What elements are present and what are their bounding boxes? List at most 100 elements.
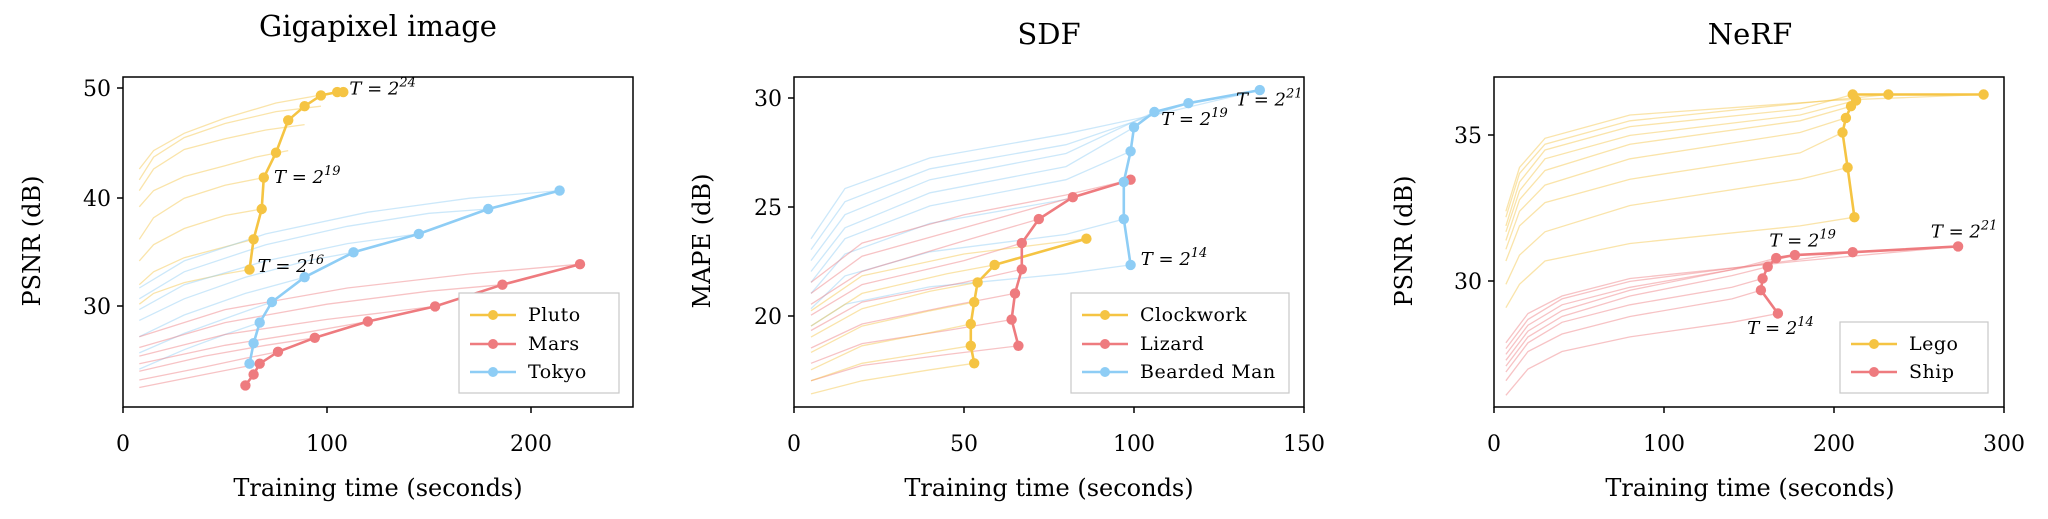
faint-curve xyxy=(810,264,1131,327)
x-ticks: 0 100 200 300 xyxy=(1487,407,2025,457)
legend-marker xyxy=(1100,339,1110,349)
faint-curve xyxy=(810,89,1260,240)
x-tick-label: 100 xyxy=(306,432,348,457)
faint-curve xyxy=(1505,117,1847,250)
faint-curve xyxy=(810,242,1022,316)
faint-curve xyxy=(1505,93,1853,227)
faint-curve xyxy=(810,362,975,395)
legend-item-ship: Ship xyxy=(1851,361,1954,383)
faint-curve xyxy=(810,281,978,338)
faint-curve xyxy=(810,126,1135,272)
faint-curve xyxy=(1505,216,1855,309)
data-point-tokyo xyxy=(554,185,565,196)
data-point-bearded-man xyxy=(1254,84,1266,96)
faint-curve xyxy=(138,268,250,305)
data-point-mars xyxy=(574,259,586,270)
faint-curve xyxy=(1505,166,1848,285)
data-point-ship xyxy=(1762,261,1773,272)
x-tick-label: 300 xyxy=(1983,432,2025,457)
data-point-ship xyxy=(1789,249,1801,261)
data-point-tokyo xyxy=(483,203,494,215)
faint-curve xyxy=(1505,105,1852,241)
panel-title: Gigapixel image xyxy=(259,9,497,43)
data-point-tokyo xyxy=(248,338,259,349)
legend-label: Lizard xyxy=(1140,333,1204,355)
faint-curve xyxy=(138,238,254,286)
x-tick-label: 150 xyxy=(1283,432,1325,457)
data-point-lego xyxy=(1849,212,1860,223)
y-ticks: 20 25 30 xyxy=(754,87,794,330)
data-point-mars xyxy=(362,316,373,327)
faint-curve xyxy=(1505,289,1762,382)
faint-curve xyxy=(138,105,321,181)
faint-curve xyxy=(1505,245,1959,344)
data-point-pluto xyxy=(258,172,269,183)
data-point-bearded-man xyxy=(1118,176,1130,188)
series-line-clockwork xyxy=(969,237,1087,364)
faint-curves xyxy=(138,91,581,389)
legend-marker xyxy=(488,310,498,320)
annotations: T = 224 T = 219 T = 216 xyxy=(258,75,416,276)
x-tick-label: 100 xyxy=(1113,432,1155,457)
data-point-tokyo xyxy=(254,317,265,328)
y-tick-label: 50 xyxy=(83,77,111,102)
faint-curve xyxy=(1505,251,1853,349)
y-tick-label: 25 xyxy=(754,196,782,221)
faint-curve xyxy=(810,323,971,371)
data-point-clockwork xyxy=(1081,233,1092,244)
faint-curve xyxy=(138,123,305,191)
data-point-lizard xyxy=(1013,340,1024,351)
data-point-ship xyxy=(1755,285,1767,296)
panel-gigapixel: Gigapixel image Training time (seconds) … xyxy=(18,9,634,502)
legend-label: Lego xyxy=(1909,333,1958,355)
faint-curves xyxy=(810,89,1260,395)
data-point-pluto xyxy=(244,264,255,275)
faint-curve xyxy=(138,91,338,170)
y-axis-label: MAPE (dB) xyxy=(688,174,716,309)
data-point-mars xyxy=(497,279,508,290)
data-point-mars xyxy=(272,346,284,357)
legend-label: Pluto xyxy=(528,304,581,326)
faint-curve xyxy=(810,318,1012,364)
annotation-label: T = 214 xyxy=(1141,246,1208,270)
data-point-pluto xyxy=(248,234,259,245)
data-point-mars xyxy=(248,369,259,380)
x-tick-label: 0 xyxy=(116,432,130,457)
y-tick-label: 40 xyxy=(83,187,111,212)
y-ticks: 30 40 50 xyxy=(83,77,123,320)
faint-curve xyxy=(139,251,354,321)
data-point-bearded-man xyxy=(1149,106,1160,118)
annotation-label: T = 219 xyxy=(1161,106,1228,130)
legend-item-pluto: Pluto xyxy=(470,304,581,326)
data-point-clockwork xyxy=(965,340,976,351)
annotation-label: T = 221 xyxy=(1236,86,1303,110)
faint-curve xyxy=(1505,99,1857,233)
legend-label: Tokyo xyxy=(528,361,587,383)
data-point-mars xyxy=(429,301,441,312)
data-point-pluto xyxy=(270,147,282,158)
data-point-tokyo xyxy=(266,296,278,308)
panel-nerf: NeRF Training time (seconds) PSNR (dB) T… xyxy=(1390,17,2025,502)
plot-frame xyxy=(793,76,1305,408)
legend-marker xyxy=(1100,310,1110,320)
data-point-lizard xyxy=(1009,288,1021,299)
legend-label: Mars xyxy=(528,333,580,355)
x-ticks: 0 100 200 xyxy=(116,407,552,457)
data-point-clockwork xyxy=(972,277,983,288)
x-tick-label: 50 xyxy=(950,432,978,457)
x-axis-label: Training time (seconds) xyxy=(233,474,522,502)
faint-curve xyxy=(1505,277,1763,373)
data-point-bearded-man xyxy=(1125,146,1136,157)
x-axis-label: Training time (seconds) xyxy=(904,474,1193,502)
data-point-ship xyxy=(1771,252,1782,264)
data-point-lego xyxy=(1883,89,1894,100)
faint-curve xyxy=(139,263,581,338)
x-ticks: 0 50 100 150 xyxy=(787,407,1325,457)
legend: Lego Ship xyxy=(1839,321,1989,394)
faint-curve xyxy=(1505,266,1768,367)
x-tick-label: 200 xyxy=(1813,432,1855,457)
faint-curve xyxy=(1505,131,1843,262)
faint-curve xyxy=(1505,257,1777,361)
y-tick-label: 30 xyxy=(83,295,111,320)
y-ticks: 30 35 xyxy=(1454,124,1494,295)
